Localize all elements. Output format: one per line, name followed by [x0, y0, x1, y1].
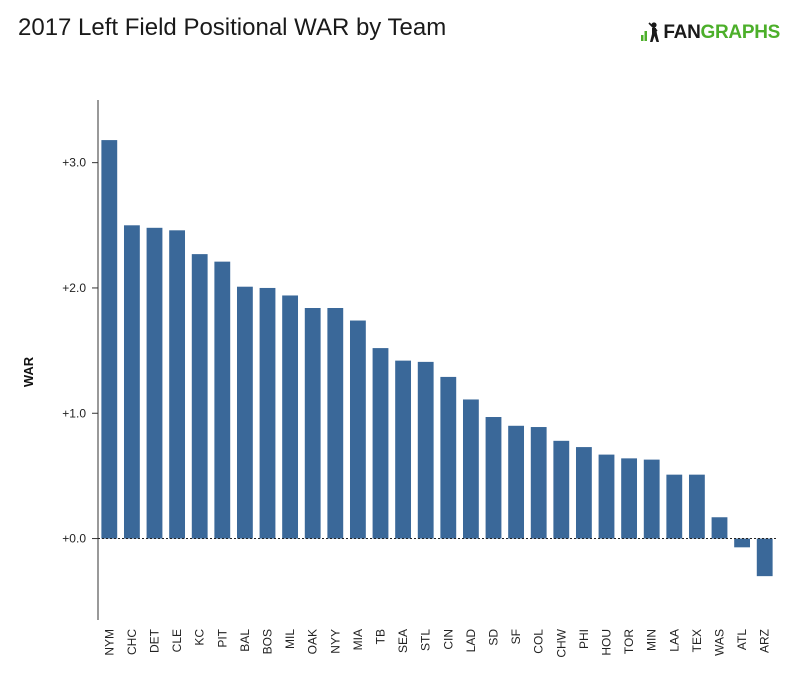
bar-mia[interactable] [349, 320, 366, 539]
bar-nyy[interactable] [327, 308, 344, 539]
bar-arz[interactable] [756, 538, 773, 577]
x-category-label: COL [532, 629, 546, 654]
bar-chw[interactable] [553, 440, 570, 539]
bar-stl[interactable] [417, 361, 434, 539]
x-category-label: MIN [645, 629, 659, 651]
batter-icon [641, 22, 660, 42]
bar-chc[interactable] [123, 225, 140, 539]
x-category-label: STL [419, 629, 433, 651]
x-category-label: TEX [690, 629, 704, 652]
bar-min[interactable] [643, 459, 660, 539]
bar-hou[interactable] [598, 454, 615, 539]
bar-det[interactable] [146, 227, 163, 539]
bar-tb[interactable] [372, 348, 389, 539]
x-category-label: MIA [351, 629, 365, 650]
x-category-label: PIT [215, 628, 229, 647]
x-category-label: OAK [306, 629, 320, 654]
bar-lad[interactable] [462, 399, 479, 539]
x-category-label: SD [487, 629, 501, 646]
bar-atl[interactable] [734, 538, 751, 548]
y-tick-label: +1.0 [62, 406, 86, 420]
x-category-label: WAS [713, 629, 727, 656]
x-category-label: SEA [396, 629, 410, 653]
bar-nym[interactable] [101, 140, 118, 539]
x-category-label: NYM [102, 629, 116, 656]
x-category-label: CHC [125, 629, 139, 655]
x-category-label: BOS [261, 629, 275, 654]
bar-tor[interactable] [621, 458, 638, 539]
x-category-label: CHW [554, 628, 568, 657]
y-tick-label: +3.0 [62, 156, 86, 170]
x-category-label: BAL [238, 629, 252, 652]
bar-bal[interactable] [236, 286, 253, 539]
x-category-label: ARZ [758, 629, 772, 653]
x-category-label: PHI [577, 629, 591, 649]
logo-text-graphs: GRAPHS [700, 22, 781, 43]
bar-sf[interactable] [508, 425, 525, 539]
x-category-label: CIN [441, 629, 455, 650]
y-axis-title: WAR [21, 356, 36, 387]
fangraphs-logo[interactable]: FAN GRAPHS [640, 20, 780, 46]
bar-pit[interactable] [214, 261, 231, 539]
x-category-label: SF [509, 629, 523, 644]
x-category-label: TOR [622, 629, 636, 654]
x-category-label: LAA [667, 629, 681, 652]
bar-phi[interactable] [575, 447, 592, 539]
bar-cin[interactable] [440, 376, 457, 539]
y-tick-label: +0.0 [62, 532, 86, 546]
x-category-label: ATL [735, 629, 749, 650]
bar-mil[interactable] [282, 295, 299, 539]
bar-laa[interactable] [666, 474, 683, 539]
chart-title: 2017 Left Field Positional WAR by Team [18, 14, 447, 41]
bar-oak[interactable] [304, 308, 321, 539]
x-category-label: KC [193, 629, 207, 646]
bar-tex[interactable] [688, 474, 705, 539]
x-category-label: TB [374, 629, 388, 644]
bar-kc[interactable] [191, 254, 208, 539]
x-category-label: MIL [283, 629, 297, 649]
bar-cle[interactable] [169, 230, 186, 539]
bar-sea[interactable] [395, 360, 412, 539]
y-tick-label: +2.0 [62, 281, 86, 295]
x-category-label: DET [148, 628, 162, 653]
bar-was[interactable] [711, 517, 728, 539]
x-category-label: LAD [464, 629, 478, 653]
bar-col[interactable] [530, 427, 547, 539]
x-category-label: CLE [170, 629, 184, 652]
bar-sd[interactable] [485, 417, 502, 539]
x-category-label: NYY [328, 629, 342, 654]
logo-text-fan: FAN [663, 22, 701, 43]
x-category-label: HOU [600, 629, 614, 656]
bar-bos[interactable] [259, 287, 276, 539]
